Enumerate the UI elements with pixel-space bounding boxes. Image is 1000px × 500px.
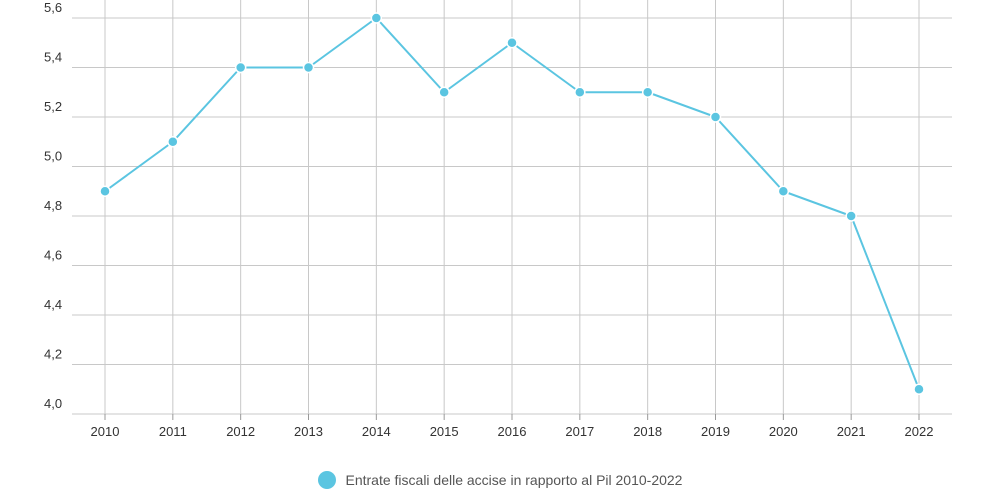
x-tick-label: 2010 [91, 424, 120, 439]
x-tick-label: 2017 [565, 424, 594, 439]
legend-label: Entrate fiscali delle accise in rapporto… [345, 472, 683, 488]
x-tick-label: 2012 [226, 424, 255, 439]
y-tick-label: 4,4 [44, 297, 62, 312]
y-tick-label: 5,4 [44, 50, 62, 65]
y-tick-label: 4,2 [44, 347, 62, 362]
data-point [777, 185, 790, 197]
legend-swatch-icon [317, 471, 336, 489]
legend: Entrate fiscali delle accise in rapporto… [0, 468, 1000, 492]
x-tick-label: 2019 [701, 424, 730, 439]
data-point [641, 86, 654, 98]
y-tick-label: 5,2 [44, 99, 62, 114]
line-chart: 4,0 4,2 4,4 4,6 4,8 5,0 5,2 5,4 5,6 2010 2011 2012… [44, 0, 952, 439]
data-point [845, 210, 857, 222]
y-tick-label: 4,8 [44, 198, 62, 213]
y-axis: 4,0 4,2 4,4 4,6 4,8 5,0 5,2 5,4 5,6 [44, 0, 62, 411]
x-tick-label: 2016 [498, 424, 527, 439]
data-point [370, 12, 383, 24]
x-tick-label: 2014 [362, 424, 391, 439]
data-point [234, 61, 247, 74]
x-tick-label: 2018 [633, 424, 662, 439]
series-group [99, 12, 925, 395]
data-point [709, 111, 722, 123]
x-tick-label: 2022 [905, 424, 934, 439]
x-tick-label: 2021 [837, 424, 866, 439]
x-tick-label: 2013 [294, 424, 323, 439]
data-point [302, 61, 315, 74]
data-point [167, 136, 179, 148]
x-tick-label: 2020 [769, 424, 798, 439]
data-point [506, 37, 518, 49]
y-tick-label: 5,6 [44, 0, 62, 15]
x-tick-label: 2015 [430, 424, 459, 439]
data-point [99, 185, 111, 197]
x-tick-label: 2011 [159, 424, 187, 439]
data-point [913, 383, 925, 395]
y-tick-label: 4,6 [44, 248, 62, 263]
x-axis: 2010 2011 2012 2013 2014 2015 2016 2017 2018 2019… [91, 414, 934, 439]
grid-lines [72, 0, 952, 415]
y-tick-label: 5,0 [44, 149, 62, 164]
data-point [574, 86, 586, 98]
data-point [438, 86, 450, 98]
y-tick-label: 4,0 [44, 396, 62, 411]
